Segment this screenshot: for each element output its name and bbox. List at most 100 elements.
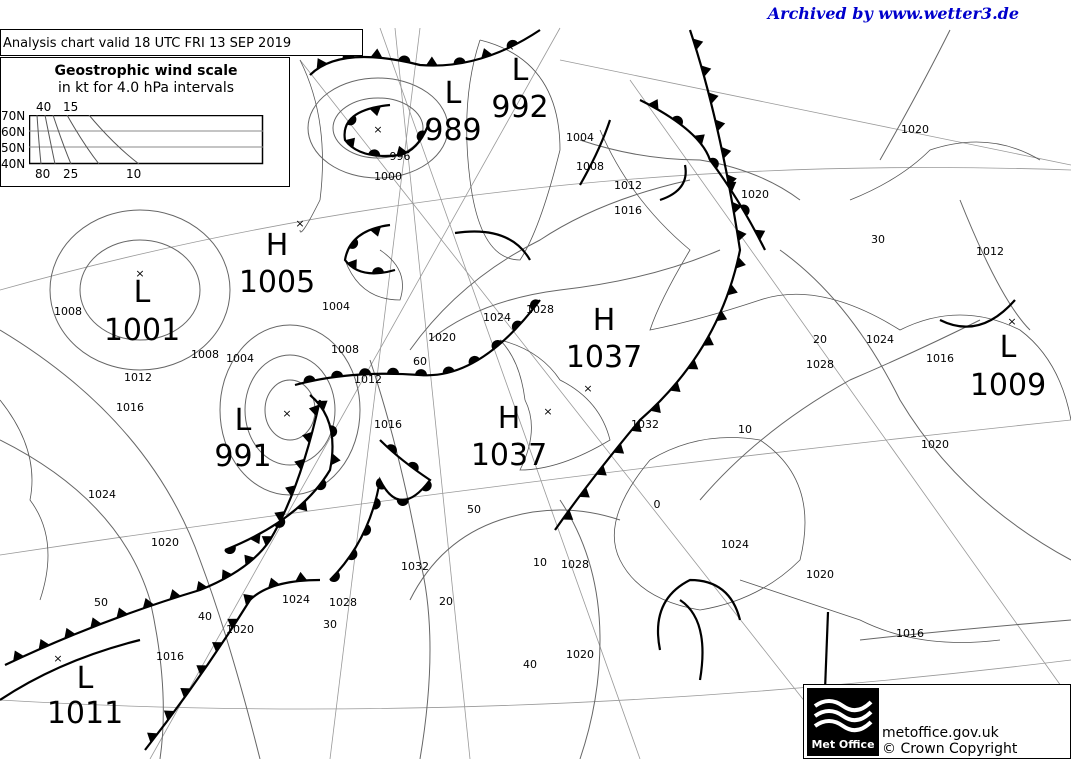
warm-front-semicircle [672, 115, 684, 126]
isobar-label: 1008 [191, 348, 219, 361]
cold-front-triangle [196, 580, 208, 592]
cold-front-triangle [294, 458, 305, 471]
isobar-label: 1020 [921, 438, 949, 451]
warm-front-semicircle [331, 370, 344, 378]
cold-front-triangle [481, 48, 493, 59]
cold-front-triangle [754, 229, 766, 241]
isobar-label: 1024 [483, 311, 511, 324]
cold-front-triangle [721, 146, 732, 159]
trough [579, 119, 612, 186]
isobar-label: 1012 [976, 245, 1004, 258]
isobar-label: 1028 [526, 303, 554, 316]
wind-scale-graph [29, 115, 264, 165]
trough [656, 578, 742, 651]
cold-front-triangle [169, 589, 181, 600]
isobar-label: 1028 [806, 358, 834, 371]
isobar-label: 1020 [806, 568, 834, 581]
scale-bottom-label: 25 [63, 167, 79, 181]
archive-credit[interactable]: Archived by www.wetter3.de [767, 4, 1019, 23]
isobar-label: 1012 [614, 179, 642, 192]
warm-front-semicircle [375, 478, 385, 490]
cold-front-triangle [369, 105, 382, 117]
isobars [0, 29, 1071, 759]
warm-front-semicircle [373, 497, 381, 510]
scale-top-label: 40 [36, 100, 52, 114]
isobar-label: 1020 [901, 123, 929, 136]
warm-front-semicircle [362, 524, 371, 536]
warm-front-semicircle [416, 130, 426, 142]
isobar-label: 1020 [428, 331, 456, 344]
isobar-label: 1016 [614, 204, 642, 217]
pressure-center-value: 1037 [566, 340, 642, 375]
cold-front-triangle [316, 58, 328, 69]
lat-label: 40N [1, 157, 26, 171]
cold-front-triangle [595, 465, 607, 476]
warm-front-semicircle [372, 267, 385, 274]
warm-front-semicircle [329, 571, 340, 582]
met-office-logo: Met Office [807, 688, 879, 756]
trough [823, 611, 830, 691]
cold-front-triangle [650, 402, 661, 413]
warm-front [329, 439, 432, 581]
front-symbols [13, 38, 766, 743]
cold-front-triangle [725, 181, 737, 192]
warm-front-semicircle [346, 114, 357, 126]
cold-front-triangle [243, 594, 254, 605]
warm-front-semicircle [316, 479, 327, 491]
cold-front-triangle [716, 310, 728, 322]
isobar-label: 1016 [116, 401, 144, 414]
cold-front [4, 399, 322, 666]
pressure-center-value: 1011 [47, 696, 123, 731]
met-office-url[interactable]: metoffice.gov.uk [882, 725, 999, 741]
isobar-label: 1024 [721, 538, 749, 551]
warm-front-semicircle [348, 238, 359, 249]
occluded-front [639, 99, 766, 251]
isobar-label: 1008 [54, 305, 82, 318]
center-cross-icon: × [135, 267, 144, 280]
occluded-front [224, 394, 334, 552]
center-cross-icon: × [543, 405, 552, 418]
center-cross-icon: × [295, 217, 304, 230]
center-cross-icon: × [583, 382, 592, 395]
isobar-label: 50 [467, 503, 481, 516]
lat-label: 60N [1, 125, 26, 139]
warm-front-semicircle [511, 320, 522, 332]
scale-bottom-label: 10 [126, 167, 142, 181]
pressure-center-type: L [235, 403, 252, 438]
isobar-label: 1032 [401, 560, 429, 573]
isobar-label: 20 [813, 333, 827, 346]
cold-front-triangle [396, 145, 408, 157]
cold-front-triangle [330, 453, 341, 466]
center-cross-icon: × [53, 652, 62, 665]
isobar-label: 1012 [354, 373, 382, 386]
warm-front-semicircle [396, 499, 409, 506]
cold-front-triangle [692, 38, 704, 50]
isobar-label: 1020 [151, 536, 179, 549]
pressure-center-value: 991 [214, 439, 271, 474]
pressure-center-type: L [512, 53, 529, 88]
warm-front-semicircle [330, 425, 338, 438]
graticule [0, 27, 1071, 759]
weather-fronts [0, 29, 1016, 751]
warm-front-semicircle [368, 149, 381, 157]
cold-front-triangle [180, 687, 192, 699]
isobar-label: 1016 [896, 627, 924, 640]
cold-front-triangle [295, 571, 308, 582]
pressure-center-value: 1001 [104, 313, 180, 348]
isobar-label: 40 [198, 610, 212, 623]
warm-front-semicircle [224, 545, 236, 555]
cold-front-triangle [425, 56, 438, 66]
isobar-label: 1028 [561, 558, 589, 571]
cold-front-triangle [116, 607, 128, 618]
center-cross-icon: × [373, 123, 382, 136]
cold-front-triangle [196, 665, 208, 676]
trough [659, 164, 687, 202]
isobar-label: 996 [390, 150, 411, 163]
cold-front-triangle [369, 226, 382, 237]
isobar-label: 1016 [156, 650, 184, 663]
cold-front-triangle [630, 421, 642, 433]
cold-front-triangle [735, 256, 746, 269]
isobar-label: 1008 [576, 160, 604, 173]
cold-front-triangle [736, 229, 747, 242]
cold-front-triangle [296, 500, 308, 512]
